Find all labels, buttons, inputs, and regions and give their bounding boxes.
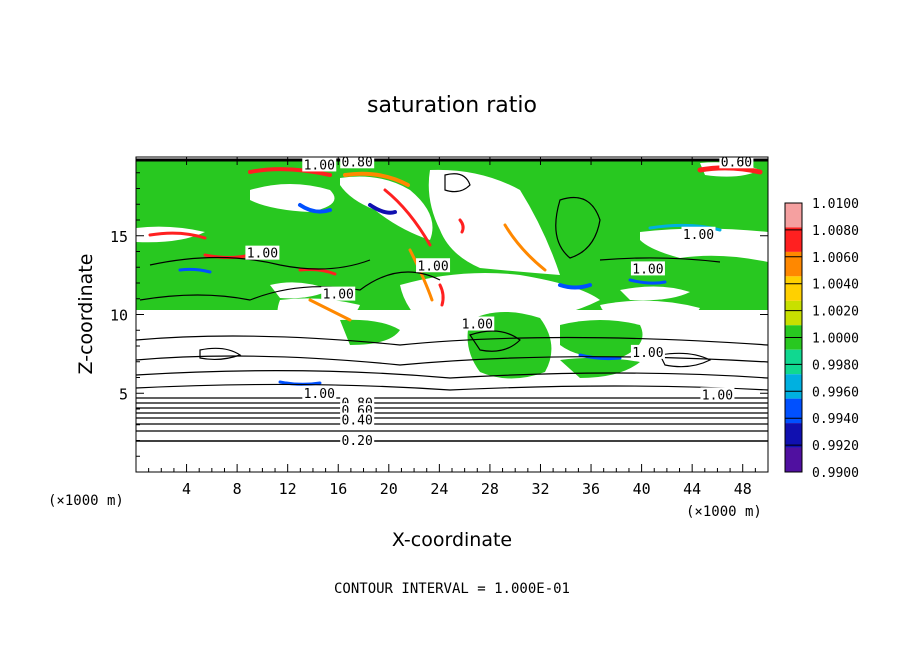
colorbar-label: 1.0040 (812, 278, 859, 293)
x-axis: 4 8 12 16 20 24 28 32 36 40 44 48 (148, 157, 756, 498)
x-tick-label: 36 (582, 480, 600, 498)
contour-label: 1.00 (683, 228, 714, 243)
colorbar-label: 0.9920 (812, 439, 859, 454)
chart-title: saturation ratio (367, 93, 537, 118)
x-tick-label: 16 (329, 480, 347, 498)
contour-label-bg (302, 385, 337, 400)
y-axis: 5 10 15 (110, 172, 768, 457)
contour-label-bg (630, 344, 665, 359)
contour-label: 0.80 (342, 155, 373, 170)
colorbar-label: 1.0080 (812, 224, 859, 239)
x-tick-label: 40 (633, 480, 651, 498)
contour-label-bg (719, 157, 754, 169)
contour-label: 0.60 (721, 155, 752, 170)
colorbar-label: 0.9960 (812, 385, 859, 400)
contour-label-layer: 1.00 0.80 0.60 1.00 1.00 1.00 1.00 1.00 1.00 1.00… (245, 155, 754, 449)
contour-label-bg (302, 157, 337, 172)
contour-lines (136, 158, 768, 442)
colorbar-swatch (785, 447, 802, 472)
contour-label-bg (340, 157, 375, 169)
contour-label: 1.00 (247, 247, 278, 262)
contour-label-bg (340, 412, 375, 427)
x-axis-title: X-coordinate (392, 529, 512, 551)
colorbar-label: 1.0100 (812, 197, 859, 212)
plot-area: 1.00 0.80 0.60 1.00 1.00 1.00 1.00 1.00 1.00 1.00… (136, 155, 768, 472)
colorbar-swatch (785, 349, 802, 375)
contour-label: 1.00 (702, 388, 733, 403)
colorbar-label: 1.0000 (812, 332, 859, 347)
x-tick-label: 28 (481, 480, 499, 498)
x-tick-label: 8 (233, 480, 242, 498)
x-unit-left: (×1000 m) (48, 493, 124, 509)
contour-label: 1.00 (462, 318, 493, 333)
colorbar-swatch (785, 300, 802, 326)
colorbar: 1.0100 1.0080 1.0060 1.0040 1.0020 1.0000 0.99… (784, 197, 859, 481)
contour-label: 1.00 (304, 158, 335, 173)
x-tick-label: 20 (380, 480, 398, 498)
colorbar-label: 0.9980 (812, 358, 859, 373)
contour-label: 1.00 (323, 288, 354, 303)
y-tick-label: 10 (110, 307, 128, 325)
y-axis-title: Z-coordinate (75, 254, 97, 375)
x-tick-label: 48 (734, 480, 752, 498)
colorbar-label: 0.9940 (812, 412, 859, 427)
contour-label: 1.00 (632, 262, 663, 277)
contour-label-bg (700, 387, 735, 402)
x-tick-label: 12 (279, 480, 297, 498)
contour-label-bg (416, 258, 451, 273)
colorbar-swatch (785, 203, 802, 228)
colorbar-swatch (785, 227, 802, 252)
contour-label-bg (245, 245, 280, 260)
contour-label: 0.40 (342, 414, 373, 429)
contour-label-bg (340, 433, 375, 448)
y-tick-label: 15 (110, 228, 128, 246)
contour-label: 1.00 (632, 346, 663, 361)
contour-label-bg (321, 286, 356, 301)
contour-label-bg (630, 261, 665, 276)
x-tick-label: 4 (182, 480, 191, 498)
colorbar-swatch (785, 423, 802, 448)
colorbar-swatch (785, 398, 802, 424)
y-tick-label: 5 (119, 385, 128, 403)
colorbar-label: 1.0060 (812, 251, 859, 266)
x-tick-label: 44 (683, 480, 701, 498)
contour-interval-note: CONTOUR INTERVAL = 1.000E-01 (334, 581, 570, 597)
contour-label: 0.20 (342, 434, 373, 449)
colorbar-swatch (785, 251, 802, 277)
contour-label-bg (460, 316, 495, 331)
contour-label: 1.00 (417, 259, 448, 274)
x-tick-label: 24 (430, 480, 448, 498)
x-tick-label: 32 (531, 480, 549, 498)
contour-label-bg (681, 226, 716, 241)
colorbar-label: 1.0020 (812, 305, 859, 320)
colorbar-swatch (785, 374, 802, 399)
colorbar-swatch (785, 276, 802, 301)
contour-label: 1.00 (304, 387, 335, 402)
x-unit-right: (×1000 m) (686, 504, 762, 520)
colorbar-label: 0.9900 (812, 466, 859, 481)
